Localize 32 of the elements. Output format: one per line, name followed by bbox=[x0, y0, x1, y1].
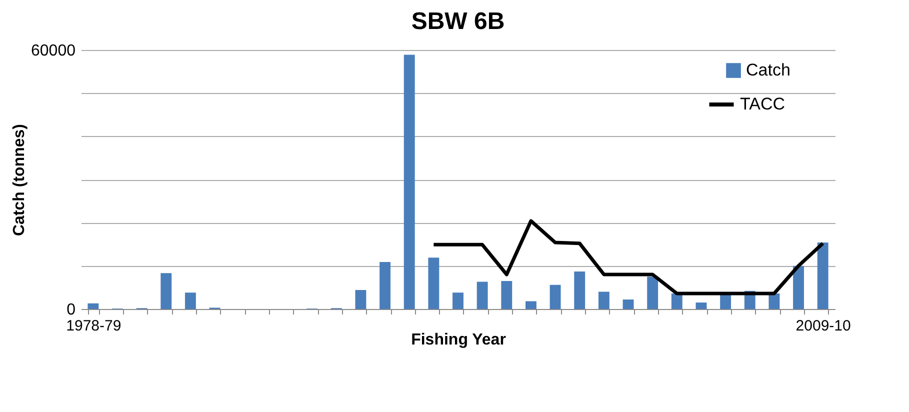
line-series bbox=[432, 219, 825, 296]
bar bbox=[452, 292, 464, 309]
bar bbox=[671, 293, 682, 309]
bar bbox=[160, 273, 172, 309]
bar bbox=[428, 258, 440, 309]
bar bbox=[574, 271, 586, 309]
chart-title: SBW 6B bbox=[411, 8, 505, 35]
bar bbox=[380, 262, 391, 309]
bar bbox=[525, 301, 536, 309]
legend-label: Catch bbox=[746, 60, 790, 80]
bar bbox=[598, 292, 610, 309]
bar bbox=[696, 302, 707, 309]
x-tick-label: 1978-79 bbox=[66, 318, 122, 334]
bar bbox=[793, 266, 804, 309]
bar bbox=[184, 292, 196, 309]
x-axis-title: Fishing Year bbox=[411, 332, 506, 348]
bar bbox=[404, 54, 415, 309]
y-tick-label: 0 bbox=[66, 302, 76, 318]
x-tick-label: 2009-10 bbox=[796, 318, 851, 334]
bar bbox=[88, 303, 99, 309]
legend-label: TACC bbox=[740, 94, 786, 114]
bar bbox=[768, 293, 780, 309]
bar bbox=[720, 293, 732, 309]
bar bbox=[550, 284, 561, 309]
bar bbox=[622, 300, 634, 309]
y-tick-label: 60000 bbox=[31, 42, 76, 60]
y-axis-title: Catch (tonnes) bbox=[11, 124, 28, 236]
bar bbox=[355, 290, 366, 309]
bar bbox=[476, 282, 488, 309]
bar bbox=[817, 242, 828, 309]
bar bbox=[501, 280, 512, 309]
bar bbox=[647, 276, 658, 309]
